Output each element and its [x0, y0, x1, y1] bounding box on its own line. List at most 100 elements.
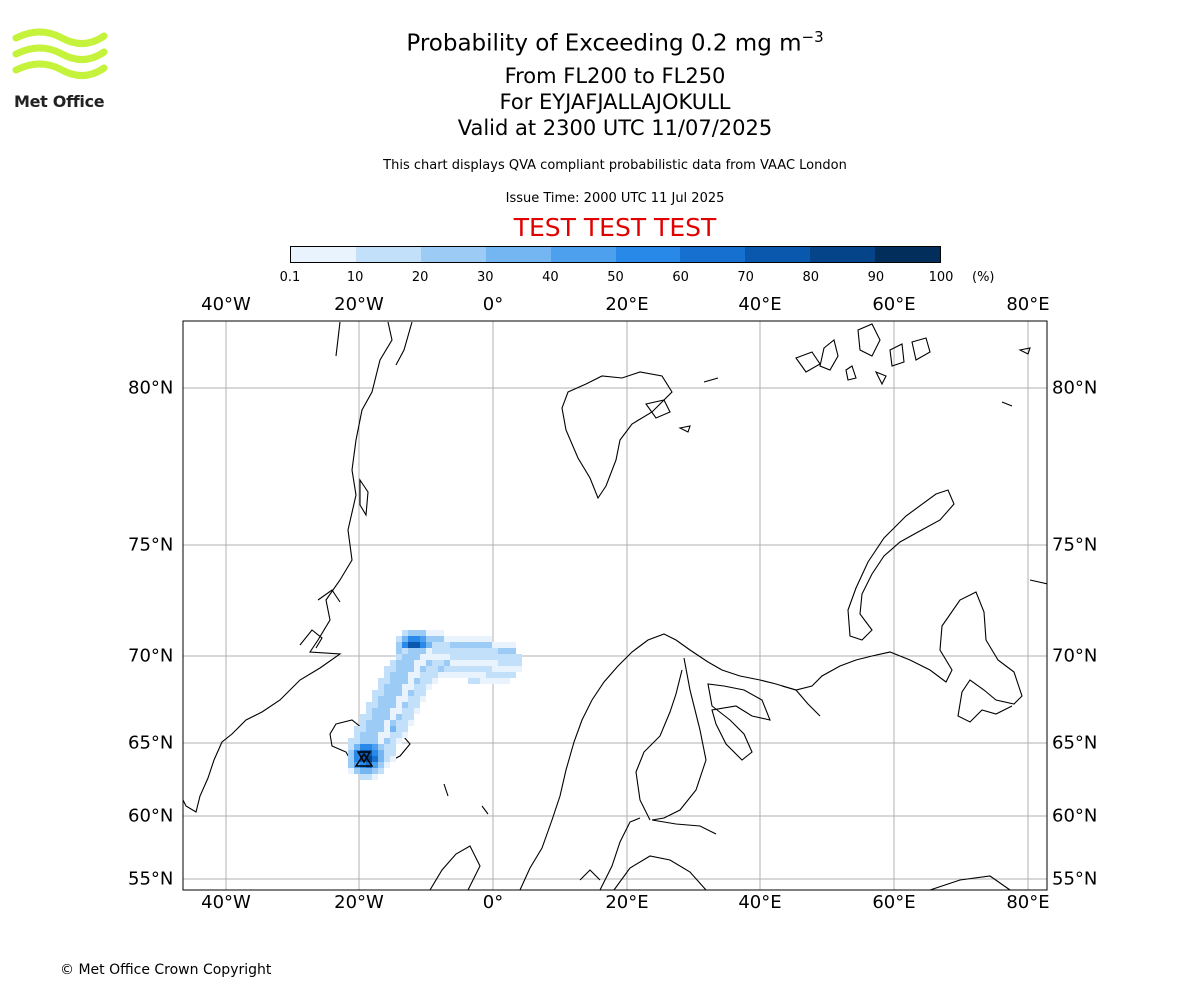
plume-cell [402, 732, 408, 738]
plume-cell [372, 720, 378, 726]
plume-cell [390, 732, 396, 738]
plume-cell [408, 630, 414, 636]
plume-cell [390, 672, 396, 678]
plume-cell [480, 636, 486, 642]
plume-cell [378, 684, 384, 690]
plume-cell [474, 648, 480, 654]
colorbar-segment [615, 247, 681, 262]
franz-josef-4 [889, 343, 905, 367]
plume-cell [402, 666, 408, 672]
plume-cell [372, 714, 378, 720]
plume-cell [414, 672, 420, 678]
plume-cell [396, 738, 402, 744]
plume-cell [414, 666, 420, 672]
plume-cell [426, 660, 432, 666]
plume-cell [420, 672, 426, 678]
lon-label-top: 20°W [334, 294, 384, 315]
greenland-fjord-2 [317, 589, 341, 603]
plume-cell [420, 642, 426, 648]
plume-cell [402, 660, 408, 666]
plume-cell [366, 708, 372, 714]
lon-label-bottom: 80°E [1006, 892, 1050, 913]
plume-cell [378, 750, 384, 756]
plume-cell [414, 630, 420, 636]
plume-cell [384, 726, 390, 732]
flight-level-title: From FL200 to FL250 [504, 64, 726, 88]
plume-cell [414, 648, 420, 654]
plume-cell [480, 678, 486, 684]
plume-cell [468, 636, 474, 642]
lon-label-bottom: 0° [482, 892, 504, 913]
plume-cell [366, 756, 372, 762]
plume-cell [468, 648, 474, 654]
plume-cell [378, 762, 384, 768]
plume-cell [450, 642, 456, 648]
lon-label-bottom: 20°W [334, 892, 384, 913]
colorbar-segment [810, 247, 876, 262]
plume-cell [384, 720, 390, 726]
plume-cell [438, 660, 444, 666]
plume-cell [402, 672, 408, 678]
plume-cell [378, 690, 384, 696]
plume-cell [444, 660, 450, 666]
plume-cell [480, 666, 486, 672]
plume-cell [438, 636, 444, 642]
plume-cell [384, 732, 390, 738]
plume-cell [396, 672, 402, 678]
plume-cell [390, 744, 396, 750]
plume-cell [396, 726, 402, 732]
plume-cell [372, 696, 378, 702]
plume-cell [402, 636, 408, 642]
copyright-text: © Met Office Crown Copyright [60, 962, 272, 978]
plume-cell [360, 738, 366, 744]
plume-cell [378, 678, 384, 684]
plume-cell [372, 744, 378, 750]
plume-cell [450, 660, 456, 666]
plume-cell [498, 660, 504, 666]
plume-cell [390, 684, 396, 690]
franz-josef-7 [874, 370, 887, 386]
plume-cell [378, 696, 384, 702]
plume-cell [360, 750, 366, 756]
plume-cell [354, 756, 360, 762]
plume-cell [504, 648, 510, 654]
colorbar-unit: (%) [972, 270, 995, 285]
plume-cell [360, 720, 366, 726]
plume-cell [468, 672, 474, 678]
plume-cell [420, 666, 426, 672]
plume-cell [414, 636, 420, 642]
plume-cell [366, 738, 372, 744]
plume-cell [492, 660, 498, 666]
title-superscript: −3 [801, 28, 824, 46]
plume-cell [408, 672, 414, 678]
greenland-island [359, 478, 369, 517]
colorbar-segment [745, 247, 811, 262]
plume-cell [396, 696, 402, 702]
lon-label-top: 40°W [201, 294, 251, 315]
plume-cell [360, 714, 366, 720]
shetland [481, 805, 489, 815]
greenland-north-2 [335, 321, 341, 357]
lon-label-top: 20°E [605, 294, 649, 315]
plume-cell [498, 672, 504, 678]
plume-cell [486, 642, 492, 648]
plume-cell [444, 672, 450, 678]
plume-cell [444, 666, 450, 672]
plume-cell [486, 666, 492, 672]
scandinavia-coast [519, 591, 1023, 890]
plume-cell [402, 714, 408, 720]
plume-cell [408, 720, 414, 726]
plume-cell [480, 660, 486, 666]
plume-cell [402, 630, 408, 636]
plume-cell [402, 702, 408, 708]
plume-cell [384, 696, 390, 702]
plume-cell [348, 744, 354, 750]
plume-cell [504, 678, 510, 684]
plume-cell [390, 690, 396, 696]
plume-cell [408, 690, 414, 696]
white-sea [707, 683, 771, 761]
plume-cell [378, 720, 384, 726]
plume-cell [378, 726, 384, 732]
plume-cell [408, 714, 414, 720]
plume-cell [354, 768, 360, 774]
